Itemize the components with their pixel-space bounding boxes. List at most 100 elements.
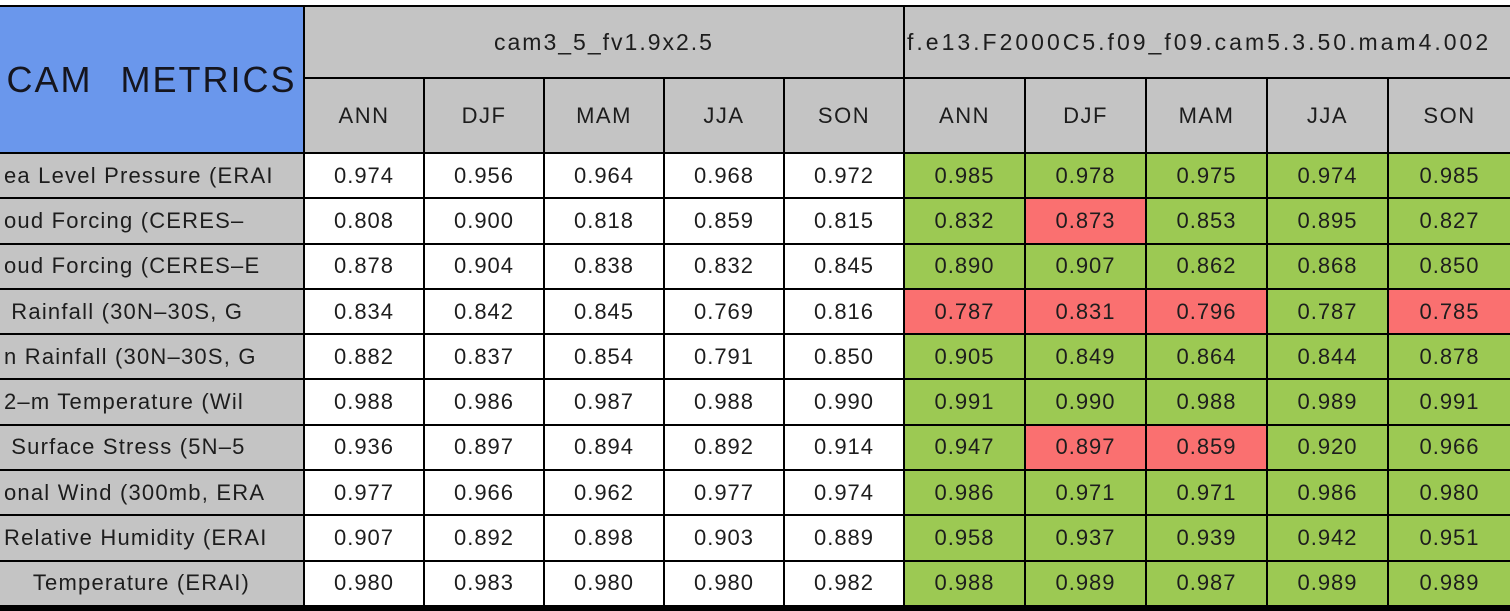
metric-cell-model1: 0.988 — [665, 380, 785, 426]
metric-cell-model1: 0.986 — [425, 380, 545, 426]
metric-cell-model2: 0.947 — [905, 425, 1026, 472]
season-header-m2-ann: ANN — [905, 79, 1026, 154]
metric-cell-model2: 0.796 — [1147, 289, 1268, 336]
metric-cell-model2: 0.864 — [1147, 335, 1268, 381]
metric-cell-model2: 0.989 — [1389, 561, 1510, 607]
metric-cell-model1: 0.987 — [545, 380, 665, 426]
metric-cell-model1: 0.907 — [305, 516, 425, 562]
metric-cell-model2: 0.787 — [905, 289, 1026, 336]
metric-cell-model2: 0.831 — [1026, 289, 1147, 336]
metric-cell-model1: 0.845 — [545, 289, 665, 336]
metric-cell-model2: 0.868 — [1268, 244, 1389, 290]
metric-cell-model1: 0.974 — [785, 471, 905, 517]
metric-cell-model2: 0.907 — [1026, 244, 1147, 290]
season-header-m1-jja: JJA — [665, 79, 785, 154]
metric-cell-model2: 0.989 — [1268, 561, 1389, 607]
row-label: onal Wind (300mb, ERA — [0, 471, 305, 517]
metric-cell-model2: 0.985 — [905, 154, 1026, 200]
metric-cell-model2: 0.991 — [1389, 380, 1510, 426]
metric-cell-model1: 0.903 — [665, 516, 785, 562]
metric-cell-model2: 0.989 — [1268, 380, 1389, 426]
metric-cell-model1: 0.842 — [425, 289, 545, 336]
metric-cell-model1: 0.990 — [785, 380, 905, 426]
metric-cell-model1: 0.982 — [785, 561, 905, 607]
metric-cell-model2: 0.850 — [1389, 244, 1510, 290]
metric-cell-model2: 0.966 — [1389, 425, 1510, 472]
metric-cell-model1: 0.972 — [785, 154, 905, 200]
metric-cell-model1: 0.966 — [425, 471, 545, 517]
table-title: CAM METRICS — [0, 7, 305, 154]
metric-cell-model1: 0.816 — [785, 289, 905, 336]
cam-metrics-table: CAM METRICS cam3_5_fv1.9x2.5 f.e13.F2000… — [0, 5, 1510, 611]
metric-cell-model1: 0.980 — [545, 561, 665, 607]
metric-cell-model2: 0.890 — [905, 244, 1026, 290]
metric-cell-model2: 0.991 — [905, 380, 1026, 426]
metric-cell-model1: 0.882 — [305, 335, 425, 381]
metric-cell-model2: 0.990 — [1026, 380, 1147, 426]
metric-cell-model1: 0.850 — [785, 335, 905, 381]
metric-cell-model2: 0.989 — [1026, 561, 1147, 607]
metric-cell-model2: 0.849 — [1026, 335, 1147, 381]
metric-cell-model1: 0.791 — [665, 335, 785, 381]
metric-cell-model2: 0.988 — [905, 561, 1026, 607]
metric-cell-model2: 0.873 — [1026, 199, 1147, 245]
season-header-m1-mam: MAM — [545, 79, 665, 154]
metric-cell-model1: 0.845 — [785, 244, 905, 290]
metric-cell-model1: 0.894 — [545, 425, 665, 472]
metric-cell-model1: 0.914 — [785, 425, 905, 472]
metric-cell-model1: 0.968 — [665, 154, 785, 200]
metric-cell-model2: 0.985 — [1389, 154, 1510, 200]
metric-cell-model1: 0.897 — [425, 425, 545, 472]
metric-cell-model1: 0.974 — [305, 154, 425, 200]
row-label: oud Forcing (CERES– — [0, 199, 305, 245]
metric-cell-model2: 0.980 — [1389, 471, 1510, 517]
row-label: ea Level Pressure (ERAI — [0, 154, 305, 200]
metric-cell-model2: 0.785 — [1389, 289, 1510, 336]
season-header-m2-jja: JJA — [1268, 79, 1389, 154]
row-label: oud Forcing (CERES–E — [0, 244, 305, 290]
metric-cell-model1: 0.859 — [665, 199, 785, 245]
metric-cell-model2: 0.920 — [1268, 425, 1389, 472]
season-header-m1-ann: ANN — [305, 79, 425, 154]
metric-cell-model2: 0.971 — [1147, 471, 1268, 517]
metric-cell-model1: 0.956 — [425, 154, 545, 200]
metric-cell-model2: 0.986 — [905, 471, 1026, 517]
metric-cell-model2: 0.905 — [905, 335, 1026, 381]
row-label: n Rainfall (30N–30S, G — [0, 335, 305, 381]
season-header-m1-djf: DJF — [425, 79, 545, 154]
metric-cell-model1: 0.815 — [785, 199, 905, 245]
metric-cell-model1: 0.977 — [305, 471, 425, 517]
metric-cell-model1: 0.878 — [305, 244, 425, 290]
metric-cell-model2: 0.987 — [1147, 561, 1268, 607]
metric-cell-model1: 0.834 — [305, 289, 425, 336]
metric-cell-model1: 0.832 — [665, 244, 785, 290]
metric-cell-model2: 0.862 — [1147, 244, 1268, 290]
metric-cell-model1: 0.983 — [425, 561, 545, 607]
metric-cell-model1: 0.980 — [665, 561, 785, 607]
metric-cell-model1: 0.898 — [545, 516, 665, 562]
model2-name-header: f.e13.F2000C5.f09_f09.cam5.3.50.mam4.002 — [905, 7, 1510, 79]
metric-cell-model1: 0.837 — [425, 335, 545, 381]
metric-cell-model2: 0.986 — [1268, 471, 1389, 517]
metric-cell-model2: 0.971 — [1026, 471, 1147, 517]
metric-cell-model2: 0.787 — [1268, 289, 1389, 336]
season-header-m2-son: SON — [1389, 79, 1510, 154]
metric-cell-model2: 0.951 — [1389, 516, 1510, 562]
metric-cell-model2: 0.895 — [1268, 199, 1389, 245]
metric-cell-model1: 0.818 — [545, 199, 665, 245]
metric-cell-model1: 0.977 — [665, 471, 785, 517]
metric-cell-model1: 0.808 — [305, 199, 425, 245]
row-label: Surface Stress (5N–5 — [0, 425, 305, 472]
metric-cell-model1: 0.892 — [425, 516, 545, 562]
row-label: Rainfall (30N–30S, G — [0, 289, 305, 336]
metric-cell-model2: 0.978 — [1026, 154, 1147, 200]
metric-cell-model1: 0.854 — [545, 335, 665, 381]
metric-cell-model2: 0.897 — [1026, 425, 1147, 472]
metric-cell-model2: 0.853 — [1147, 199, 1268, 245]
metric-cell-model1: 0.988 — [305, 380, 425, 426]
row-label: Relative Humidity (ERAI — [0, 516, 305, 562]
row-label: 2–m Temperature (Wil — [0, 380, 305, 426]
metric-cell-model1: 0.769 — [665, 289, 785, 336]
metric-cell-model2: 0.844 — [1268, 335, 1389, 381]
